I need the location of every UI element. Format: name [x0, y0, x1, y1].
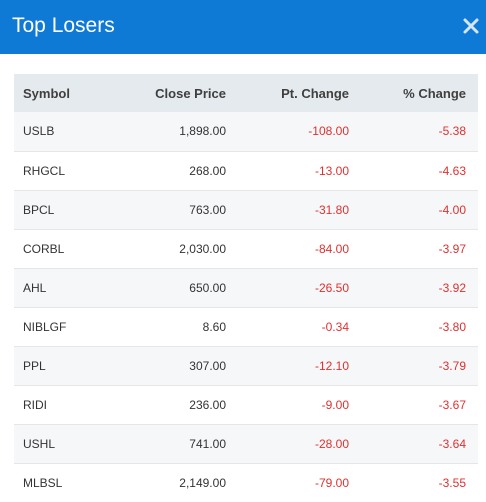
cell-symbol: USHL [23, 436, 56, 451]
cell-symbol: MLBSL [23, 475, 63, 490]
cell-close-price: 236.00 [189, 397, 226, 412]
table-row[interactable]: MLBSL 2,149.00 -79.00 -3.55 [14, 463, 478, 502]
table-row[interactable]: AHL 650.00 -26.50 -3.92 [14, 268, 478, 307]
close-icon [463, 18, 479, 34]
cell-symbol: NIBLGF [23, 319, 67, 334]
table-row[interactable]: NIBLGF 8.60 -0.34 -3.80 [14, 307, 478, 346]
cell-close-price: 307.00 [189, 358, 226, 373]
cell-pct-change: -3.55 [438, 475, 466, 490]
cell-pt-change: -0.34 [321, 319, 349, 334]
cell-close-price: 650.00 [189, 280, 226, 295]
cell-symbol: BPCL [23, 202, 55, 217]
losers-table: Symbol Close Price Pt. Change % Change U… [14, 74, 478, 502]
cell-close-price: 741.00 [189, 436, 226, 451]
cell-pt-change: -9.00 [321, 397, 349, 412]
cell-pct-change: -3.92 [438, 280, 466, 295]
cell-close-price: 2,030.00 [179, 241, 226, 256]
cell-pct-change: -3.97 [438, 241, 466, 256]
cell-pct-change: -3.80 [438, 319, 466, 334]
cell-symbol: PPL [23, 358, 46, 373]
table-row[interactable]: BPCL 763.00 -31.80 -4.00 [14, 190, 478, 229]
cell-symbol: USLB [23, 124, 55, 139]
cell-symbol: RIDI [23, 397, 47, 412]
table-row[interactable]: RIDI 236.00 -9.00 -3.67 [14, 385, 478, 424]
cell-close-price: 268.00 [189, 163, 226, 178]
table-row[interactable]: USLB 1,898.00 -108.00 -5.38 [14, 112, 478, 151]
cell-close-price: 8.60 [202, 319, 226, 334]
table-row[interactable]: USHL 741.00 -28.00 -3.64 [14, 424, 478, 463]
losers-table-container: Symbol Close Price Pt. Change % Change U… [14, 74, 478, 502]
cell-symbol: CORBL [23, 241, 65, 256]
cell-pt-change: -13.00 [314, 163, 349, 178]
column-header-pt-change[interactable]: Pt. Change [281, 85, 349, 101]
table-header-row: Symbol Close Price Pt. Change % Change [14, 74, 478, 112]
cell-pt-change: -31.80 [314, 202, 349, 217]
cell-pct-change: -3.79 [438, 358, 466, 373]
column-header-close-price[interactable]: Close Price [155, 85, 226, 101]
cell-close-price: 1,898.00 [179, 124, 226, 139]
cell-close-price: 763.00 [189, 202, 226, 217]
cell-pt-change: -12.10 [314, 358, 349, 373]
column-header-pct-change[interactable]: % Change [403, 85, 466, 101]
cell-pct-change: -3.67 [438, 397, 466, 412]
dialog-header: Top Losers [0, 0, 486, 54]
cell-pct-change: -3.64 [438, 436, 466, 451]
close-button[interactable] [462, 17, 480, 35]
cell-pt-change: -79.00 [314, 475, 349, 490]
cell-pt-change: -28.00 [314, 436, 349, 451]
cell-pct-change: -4.63 [438, 163, 466, 178]
cell-pt-change: -108.00 [308, 124, 349, 139]
cell-pct-change: -4.00 [438, 202, 466, 217]
cell-symbol: AHL [23, 280, 47, 295]
dialog-title: Top Losers [12, 14, 115, 37]
column-header-symbol[interactable]: Symbol [23, 85, 70, 101]
table-row[interactable]: CORBL 2,030.00 -84.00 -3.97 [14, 229, 478, 268]
table-row[interactable]: RHGCL 268.00 -13.00 -4.63 [14, 151, 478, 190]
cell-close-price: 2,149.00 [179, 475, 226, 490]
cell-symbol: RHGCL [23, 163, 66, 178]
cell-pct-change: -5.38 [438, 124, 466, 139]
cell-pt-change: -84.00 [314, 241, 349, 256]
cell-pt-change: -26.50 [314, 280, 349, 295]
table-row[interactable]: PPL 307.00 -12.10 -3.79 [14, 346, 478, 385]
